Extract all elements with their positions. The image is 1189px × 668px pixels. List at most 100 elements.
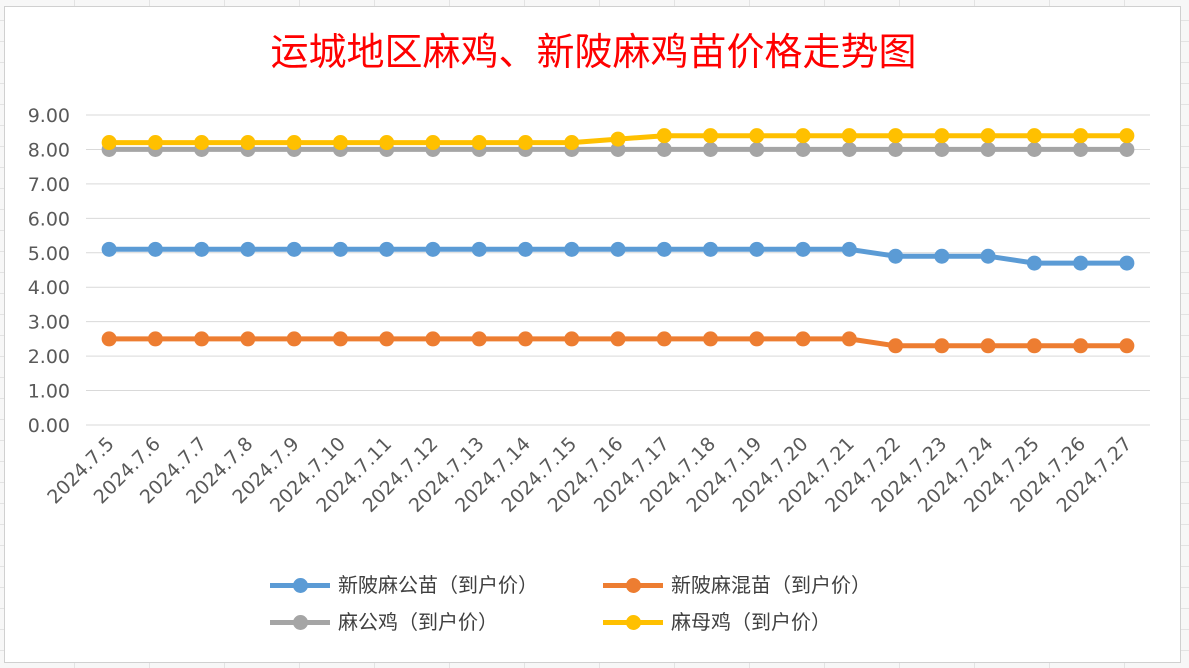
y-tick-label-5: 5.00 [28,243,70,265]
data-point-s2-13 [703,331,719,347]
data-point-s3-17 [888,141,904,157]
data-point-s2-2 [194,331,210,347]
data-point-s2-4 [286,331,302,347]
data-point-s1-3 [240,241,256,257]
data-point-s2-12 [656,331,672,347]
data-point-s4-16 [841,128,857,144]
data-point-s4-15 [795,128,811,144]
data-point-s3-21 [1073,141,1089,157]
data-point-s1-2 [194,241,210,257]
data-point-s2-0 [101,331,117,347]
data-point-s2-1 [147,331,163,347]
legend-marker-4 [603,610,663,634]
data-point-s4-0 [101,135,117,151]
data-point-s2-3 [240,331,256,347]
data-point-s2-8 [471,331,487,347]
y-tick-label-1: 1.00 [28,381,70,403]
data-point-s4-10 [564,135,580,151]
data-point-s2-6 [379,331,395,347]
data-point-s3-19 [980,141,996,157]
data-point-s2-7 [425,331,441,347]
data-point-s2-19 [980,338,996,354]
data-point-s2-20 [1026,338,1042,354]
data-point-s3-20 [1026,141,1042,157]
legend-marker-1 [270,573,330,597]
legend-item-3: 麻公鸡（到户价） [270,610,498,634]
y-tick-label-7: 7.00 [28,174,70,196]
data-point-s2-14 [749,331,765,347]
chart-area[interactable]: 运城地区麻鸡、新陂麻鸡苗价格走势图 0.00 1.00 2.00 3.00 4.00 5.… [4,6,1181,663]
data-point-s1-17 [888,248,904,264]
data-point-s2-15 [795,331,811,347]
data-point-s1-0 [101,241,117,257]
data-point-s2-10 [564,331,580,347]
plot-area: 0.00 1.00 2.00 3.00 4.00 5.00 6.00 7.00 8.00 9.00… [28,105,1150,517]
data-point-s2-18 [934,338,950,354]
data-point-s4-18 [934,128,950,144]
data-point-s4-7 [425,135,441,151]
data-point-s2-22 [1119,338,1135,354]
data-point-s1-1 [147,241,163,257]
legend-item-4: 麻母鸡（到户价） [603,610,831,634]
data-point-s4-14 [749,128,765,144]
data-point-s2-16 [841,331,857,347]
legend-marker-3 [270,610,330,634]
y-tick-label-3: 3.00 [28,312,70,334]
legend-dot-3 [293,615,308,630]
data-point-s1-5 [332,241,348,257]
data-point-s1-13 [703,241,719,257]
data-point-s3-22 [1119,141,1135,157]
chart-title: 运城地区麻鸡、新陂麻鸡苗价格走势图 [270,30,917,74]
data-point-s4-21 [1073,128,1089,144]
data-point-s4-12 [656,128,672,144]
legend-item-2: 新陂麻混苗（到户价） [603,573,871,597]
data-point-s3-13 [703,141,719,157]
data-point-s1-20 [1026,255,1042,271]
data-point-s1-18 [934,248,950,264]
data-point-s4-19 [980,128,996,144]
data-point-s1-10 [564,241,580,257]
data-point-s4-3 [240,135,256,151]
data-point-s4-4 [286,135,302,151]
data-point-s2-17 [888,338,904,354]
data-point-s4-6 [379,135,395,151]
data-point-s2-21 [1073,338,1089,354]
data-point-s3-14 [749,141,765,157]
data-point-s3-11 [610,141,626,157]
data-point-s4-11 [610,131,626,147]
data-point-s4-1 [147,135,163,151]
data-point-s2-5 [332,331,348,347]
data-point-s1-7 [425,241,441,257]
legend-marker-2 [603,573,663,597]
data-point-s1-22 [1119,255,1135,271]
y-tick-label-6: 6.00 [28,208,70,230]
data-point-s1-16 [841,241,857,257]
legend-label-3: 麻公鸡（到户价） [338,610,498,634]
data-point-s4-5 [332,135,348,151]
data-point-s3-18 [934,141,950,157]
y-tick-label-9: 9.00 [28,105,70,127]
data-point-s1-19 [980,248,996,264]
y-tick-label-4: 4.00 [28,277,70,299]
data-point-s1-6 [379,241,395,257]
data-point-s3-12 [656,141,672,157]
y-tick-label-2: 2.00 [28,346,70,368]
data-point-s1-12 [656,241,672,257]
data-point-s4-8 [471,135,487,151]
data-point-s1-21 [1073,255,1089,271]
legend-item-1: 新陂麻公苗（到户价） [270,573,538,597]
data-point-s4-13 [703,128,719,144]
data-point-s4-20 [1026,128,1042,144]
legend-dot-4 [626,615,641,630]
data-point-s1-14 [749,241,765,257]
data-point-s4-2 [194,135,210,151]
data-point-s4-22 [1119,128,1135,144]
data-point-s1-9 [517,241,533,257]
legend-label-4: 麻母鸡（到户价） [671,610,831,634]
data-point-s3-16 [841,141,857,157]
y-tick-label-0: 0.00 [28,415,70,437]
data-point-s3-15 [795,141,811,157]
data-point-s2-9 [517,331,533,347]
legend-label-2: 新陂麻混苗（到户价） [671,573,871,597]
